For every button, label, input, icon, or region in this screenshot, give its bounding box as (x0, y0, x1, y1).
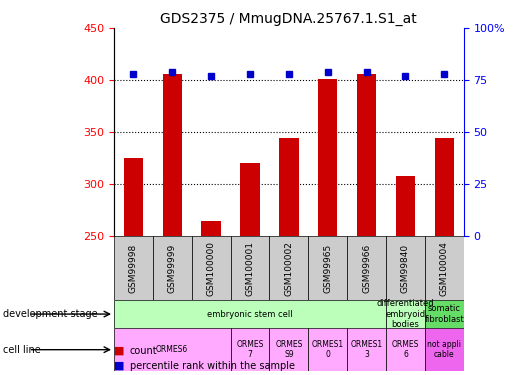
Text: count: count (130, 346, 157, 355)
Text: ORMES
S9: ORMES S9 (275, 340, 303, 359)
Bar (269, 236, 308, 300)
Bar (240, 164, 260, 236)
Bar (279, 138, 298, 236)
Bar (308, 328, 347, 371)
Text: ORMES6: ORMES6 (156, 345, 188, 354)
Text: GSM100002: GSM100002 (285, 241, 293, 296)
Bar (386, 328, 425, 371)
Text: cell line: cell line (3, 345, 40, 355)
Text: GSM99999: GSM99999 (168, 243, 176, 293)
Text: ORMES1
3: ORMES1 3 (350, 340, 383, 359)
Text: ORMES
7: ORMES 7 (236, 340, 263, 359)
Bar (114, 328, 231, 371)
Text: ■: ■ (114, 346, 125, 355)
Bar (396, 176, 415, 236)
Bar (347, 236, 386, 300)
Title: GDS2375 / MmugDNA.25767.1.S1_at: GDS2375 / MmugDNA.25767.1.S1_at (161, 12, 417, 26)
Text: embryonic stem cell: embryonic stem cell (207, 310, 293, 319)
Text: ■: ■ (114, 361, 125, 370)
Text: GSM99966: GSM99966 (362, 243, 371, 293)
Bar (153, 236, 192, 300)
Text: differentiated
embryoid
bodies: differentiated embryoid bodies (377, 299, 434, 329)
Text: somatic
fibroblast: somatic fibroblast (425, 304, 464, 324)
Bar (123, 158, 143, 236)
Text: development stage: development stage (3, 309, 98, 319)
Text: GSM99840: GSM99840 (401, 244, 410, 292)
Bar (231, 236, 269, 300)
Bar (114, 300, 386, 328)
Text: GSM99998: GSM99998 (129, 243, 138, 293)
Bar (425, 328, 464, 371)
Bar (435, 138, 454, 236)
Text: GSM100000: GSM100000 (207, 241, 216, 296)
Bar (357, 74, 376, 236)
Bar (318, 79, 338, 236)
Text: ORMES
6: ORMES 6 (392, 340, 419, 359)
Bar (425, 236, 464, 300)
Bar (386, 300, 425, 328)
Bar (201, 220, 221, 236)
Bar (386, 236, 425, 300)
Bar (231, 328, 269, 371)
Text: GSM99965: GSM99965 (323, 243, 332, 293)
Text: GSM100004: GSM100004 (440, 241, 449, 296)
Text: ORMES1
0: ORMES1 0 (312, 340, 344, 359)
Text: not appli
cable: not appli cable (427, 340, 461, 359)
Text: percentile rank within the sample: percentile rank within the sample (130, 361, 295, 370)
Text: GSM100001: GSM100001 (245, 241, 254, 296)
Bar (308, 236, 347, 300)
Bar (114, 236, 153, 300)
Bar (163, 74, 182, 236)
Bar (425, 300, 464, 328)
Bar (347, 328, 386, 371)
Bar (269, 328, 308, 371)
Bar (192, 236, 231, 300)
